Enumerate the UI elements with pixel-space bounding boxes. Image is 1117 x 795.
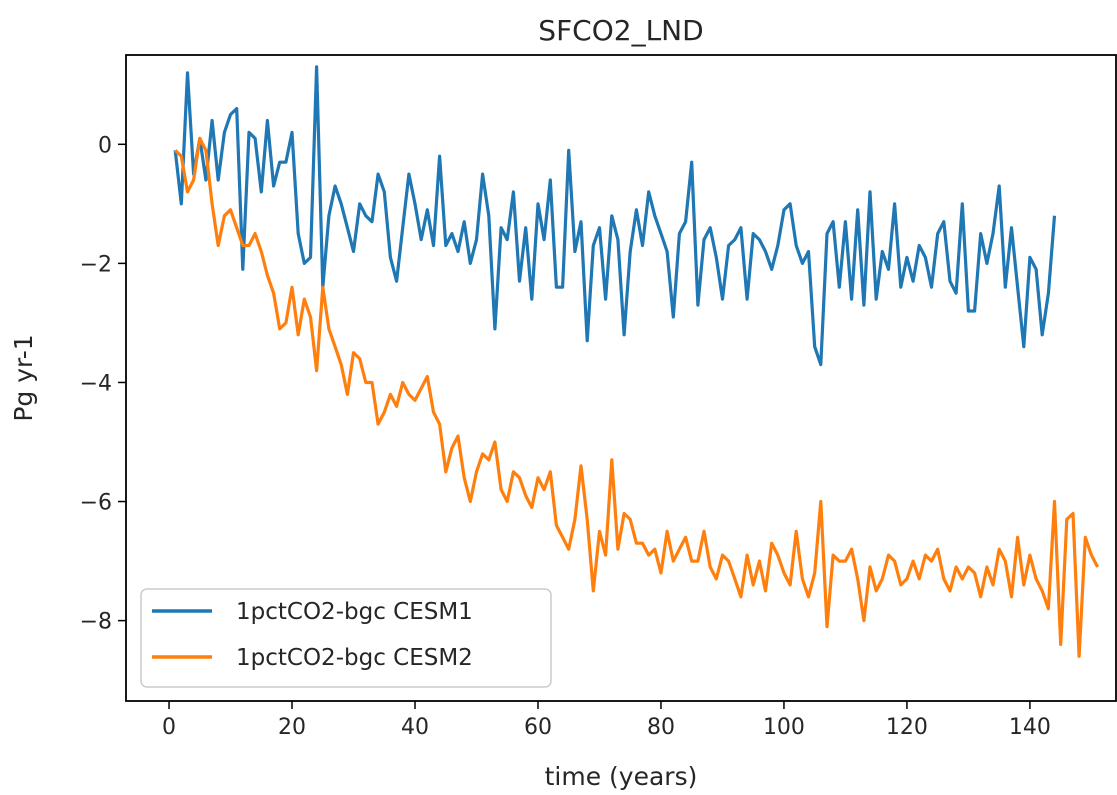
legend-frame xyxy=(140,588,552,688)
x-tick-label: 120 xyxy=(886,715,928,740)
x-tick-label: 0 xyxy=(162,715,176,740)
y-tick-label: 0 xyxy=(98,133,112,158)
series-line-2 xyxy=(174,136,1100,658)
y-axis: 0 −2 −4 −6 −8 xyxy=(80,133,126,635)
series-line-1 xyxy=(173,65,1057,367)
plot-area xyxy=(173,65,1100,658)
x-tick-label: 140 xyxy=(1009,715,1051,740)
y-tick-label: −4 xyxy=(80,371,112,396)
legend: 1pctCO2-bgc CESM1 1pctCO2-bgc CESM2 xyxy=(140,588,552,688)
x-tick-label: 40 xyxy=(401,715,429,740)
x-tick-label: 60 xyxy=(524,715,552,740)
x-axis-label: time (years) xyxy=(545,762,698,791)
plot-frame xyxy=(125,54,1117,702)
y-tick-label: −6 xyxy=(80,491,112,516)
y-axis-label: Pg yr-1 xyxy=(9,334,38,421)
x-tick-label: 20 xyxy=(278,715,306,740)
x-tick-label: 100 xyxy=(763,715,805,740)
chart-title: SFCO2_LND xyxy=(538,14,703,47)
legend-label-cesm2: 1pctCO2-bgc CESM2 xyxy=(236,645,473,671)
x-axis: 0 20 40 60 80 100 120 140 xyxy=(162,701,1051,740)
y-tick-label: −2 xyxy=(80,252,112,277)
y-tick-label: −8 xyxy=(80,610,112,635)
x-tick-label: 80 xyxy=(647,715,675,740)
legend-label-cesm1: 1pctCO2-bgc CESM1 xyxy=(236,599,473,625)
